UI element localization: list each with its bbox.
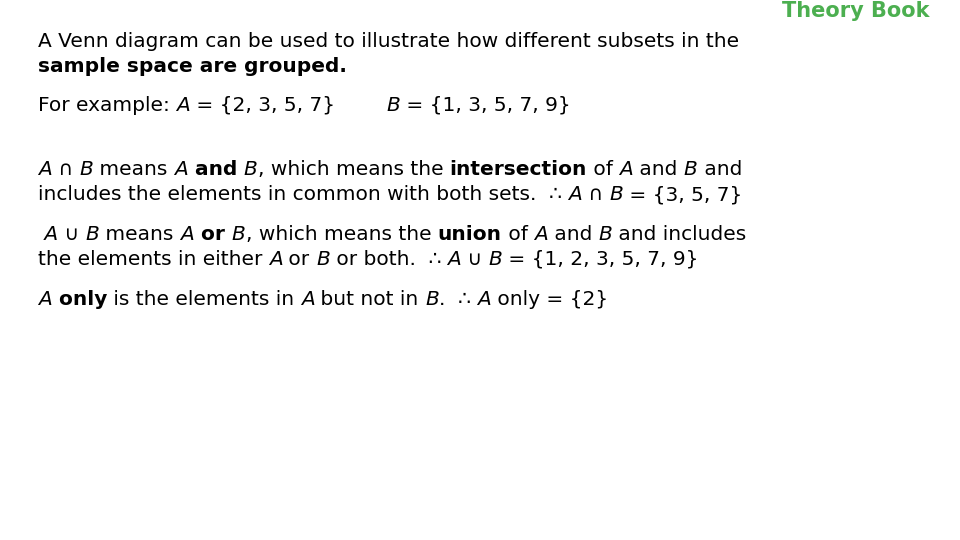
Text: or: or [194,225,231,244]
Text: A: A [174,160,187,179]
Text: , which means the: , which means the [257,160,449,179]
Text: union: union [438,225,501,244]
Text: ∩: ∩ [582,185,610,204]
Text: and: and [187,160,244,179]
Text: B: B [316,250,329,269]
Text: B: B [244,160,257,179]
Text: ∩: ∩ [52,160,80,179]
Text: B: B [610,185,623,204]
Text: B: B [231,225,246,244]
Text: means: means [100,225,180,244]
Text: includes the elements in common with both sets.  ∴: includes the elements in common with bot… [38,185,568,204]
Text: only: only [52,290,108,309]
Text: = {1, 3, 5, 7, 9}: = {1, 3, 5, 7, 9} [399,96,570,115]
Text: ∪: ∪ [461,250,489,269]
Text: = {1, 2, 3, 5, 7, 9}: = {1, 2, 3, 5, 7, 9} [502,250,699,269]
Text: = {3, 5, 7}: = {3, 5, 7} [623,185,742,204]
Text: B: B [386,96,399,115]
Text: .  ∴: . ∴ [439,290,477,309]
Text: B: B [598,225,612,244]
Text: A: A [568,185,582,204]
Text: B: B [684,160,698,179]
Text: ∪: ∪ [59,225,85,244]
Text: or: or [282,250,316,269]
Text: sample space are grouped.: sample space are grouped. [38,57,347,76]
Text: A: A [534,225,547,244]
Text: B: B [489,250,502,269]
Text: B: B [80,160,93,179]
Text: A: A [619,160,633,179]
Text: A: A [269,250,282,269]
Text: B: B [85,225,100,244]
Text: and includes: and includes [612,225,746,244]
Text: A: A [177,96,190,115]
Text: , which means the: , which means the [246,225,438,244]
Text: B: B [425,290,439,309]
Text: A: A [38,160,52,179]
Text: For example:: For example: [38,96,177,115]
Text: is the elements in: is the elements in [108,290,300,309]
Text: intersection: intersection [449,160,587,179]
Text: of: of [587,160,619,179]
Text: = {2, 3, 5, 7}: = {2, 3, 5, 7} [190,96,386,115]
Text: Theory Book: Theory Book [782,1,930,21]
Text: only = {2}: only = {2} [491,290,608,309]
Text: A: A [38,290,52,309]
Text: and: and [633,160,684,179]
Text: A: A [300,290,314,309]
Text: A Venn diagram can be used to illustrate how different subsets in the: A Venn diagram can be used to illustrate… [38,32,739,51]
Text: the elements in either: the elements in either [38,250,269,269]
Text: of: of [501,225,534,244]
Text: A: A [447,250,461,269]
Text: A: A [38,225,59,244]
Text: A: A [477,290,491,309]
Text: and: and [698,160,742,179]
Text: but not in: but not in [314,290,425,309]
Text: means: means [93,160,174,179]
Text: A: A [180,225,194,244]
Text: and: and [547,225,598,244]
Text: or both.  ∴: or both. ∴ [329,250,447,269]
